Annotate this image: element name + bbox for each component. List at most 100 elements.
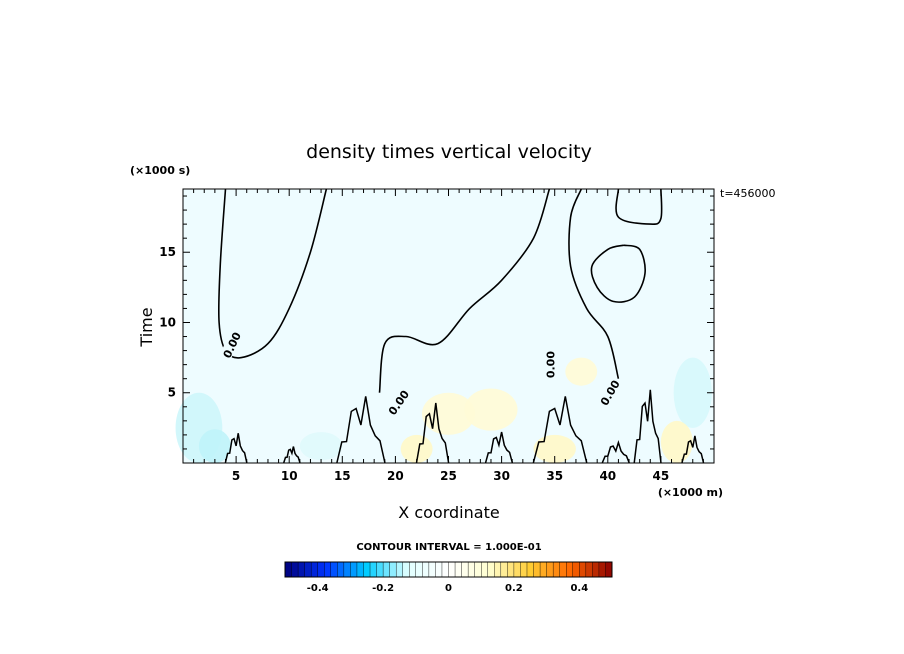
contour-label-bg <box>219 328 243 361</box>
colorbar-cell <box>605 561 613 578</box>
colorbar-cell <box>343 561 351 578</box>
y-tick-label: 10 <box>159 315 176 329</box>
contour-top-right <box>615 188 663 225</box>
colorbar-cell <box>317 561 325 578</box>
colorbar-cell <box>428 561 436 578</box>
colorbar: -0.4 -0.2 0 0.2 0.4 <box>284 561 613 594</box>
x-tick-label: 5 <box>232 469 240 483</box>
colorbar-cell <box>461 561 469 578</box>
colorbar-cell <box>546 561 554 578</box>
shade-patch <box>565 357 598 386</box>
colorbar-cell <box>552 561 561 578</box>
colorbar-cell <box>467 561 476 578</box>
colorbar-cell <box>376 561 384 578</box>
colorbar-cell <box>330 561 338 578</box>
shade-patch <box>673 357 712 428</box>
colorbar-cell <box>291 561 299 578</box>
colorbar-cell <box>382 561 391 578</box>
colorbar-cell <box>350 561 358 578</box>
colorbar-cell <box>389 561 397 578</box>
shade-patch <box>464 388 518 431</box>
colorbar-cell <box>310 561 319 578</box>
contour-label-bg <box>543 349 556 380</box>
colorbar-cell <box>481 561 489 578</box>
contour-lobe <box>601 439 630 463</box>
contour-upper-left <box>217 188 328 359</box>
colorbar-cell <box>526 561 535 578</box>
colorbar-cell <box>441 561 449 578</box>
colorbar-cell <box>284 561 293 578</box>
y-axis-label: Time <box>137 307 156 347</box>
contour-lobe <box>283 446 301 463</box>
colorbar-cell <box>474 561 482 578</box>
colorbar-cell <box>356 561 364 578</box>
colorbar-tick-label: -0.2 <box>372 583 394 594</box>
contour-label: 0.00 <box>543 349 558 380</box>
colorbar-cell <box>539 561 548 578</box>
axes: 5 10 15 20 25 30 35 40 45 5 10 15 <box>159 188 715 483</box>
colorbar-cell <box>395 561 404 578</box>
colorbar-cell <box>592 561 600 578</box>
x-axis-label: X coordinate <box>398 503 499 522</box>
colorbar-tick-label: -0.4 <box>307 583 329 594</box>
colorbar-cell <box>572 561 580 578</box>
colorbar-cell <box>363 561 371 578</box>
colorbar-cell <box>369 561 378 578</box>
contour-right-drop <box>568 188 620 379</box>
colorbar-cell <box>402 561 410 578</box>
contour-label-text: 0.00 <box>545 351 558 378</box>
colorbar-cell <box>520 561 528 578</box>
x-tick-label: 25 <box>440 469 457 483</box>
shade-patch <box>198 429 231 463</box>
contour-lobe <box>415 402 450 463</box>
y-unit-label: (×1000 s) <box>130 164 190 177</box>
contour-label-bg <box>596 376 622 409</box>
chart-title: density times vertical velocity <box>306 141 592 163</box>
colorbar-tick-label: 0 <box>445 583 452 594</box>
colorbar-cell <box>297 561 306 578</box>
colorbar-cell <box>422 561 430 578</box>
colorbar-cell <box>409 561 417 578</box>
colorbar-cell <box>435 561 443 578</box>
contour-lobe <box>532 396 588 463</box>
plot-area: 0.000.000.000.00 <box>175 188 714 464</box>
colorbar-cell <box>487 561 495 578</box>
contour-lobe <box>484 431 513 463</box>
contour-lobe <box>633 389 662 463</box>
colorbar-cell <box>559 561 567 578</box>
y-tick-label: 5 <box>168 386 176 400</box>
x-tick-label: 45 <box>653 469 670 483</box>
colorbar-cell <box>566 561 574 578</box>
contour-lobe <box>224 433 248 463</box>
contour-lobe <box>336 396 386 463</box>
contour-center-ridge <box>378 188 551 393</box>
x-tick-label: 20 <box>387 469 404 483</box>
colorbar-cell <box>513 561 521 578</box>
colorbar-cell <box>585 561 593 578</box>
time-annotation: t=456000 <box>720 187 776 200</box>
x-tick-label: 30 <box>493 469 510 483</box>
x-unit-label: (×1000 m) <box>658 486 723 499</box>
colorbar-tick-label: 0.2 <box>505 583 523 594</box>
colorbar-frame <box>284 561 613 578</box>
x-tick-label: 10 <box>281 469 298 483</box>
contour-interval-label: CONTOUR INTERVAL = 1.000E-01 <box>356 542 541 553</box>
colorbar-cell <box>579 561 587 578</box>
colorbar-cell <box>507 561 515 578</box>
colorbar-cell <box>494 561 502 578</box>
colorbar-cell <box>337 561 345 578</box>
colorbar-cell <box>533 561 541 578</box>
colorbar-cell <box>415 561 423 578</box>
colorbar-cell <box>454 561 463 578</box>
shade-patch <box>400 434 433 464</box>
colorbar-tick-label: 0.4 <box>570 583 588 594</box>
shade-patch <box>299 432 343 461</box>
colorbar-cell <box>448 561 456 578</box>
x-tick-label: 15 <box>334 469 351 483</box>
colorbar-cell <box>304 561 312 578</box>
colorbar-cell <box>324 561 332 578</box>
contour-label-bg <box>384 386 412 418</box>
x-tick-label: 35 <box>546 469 563 483</box>
y-tick-label: 15 <box>159 245 176 259</box>
